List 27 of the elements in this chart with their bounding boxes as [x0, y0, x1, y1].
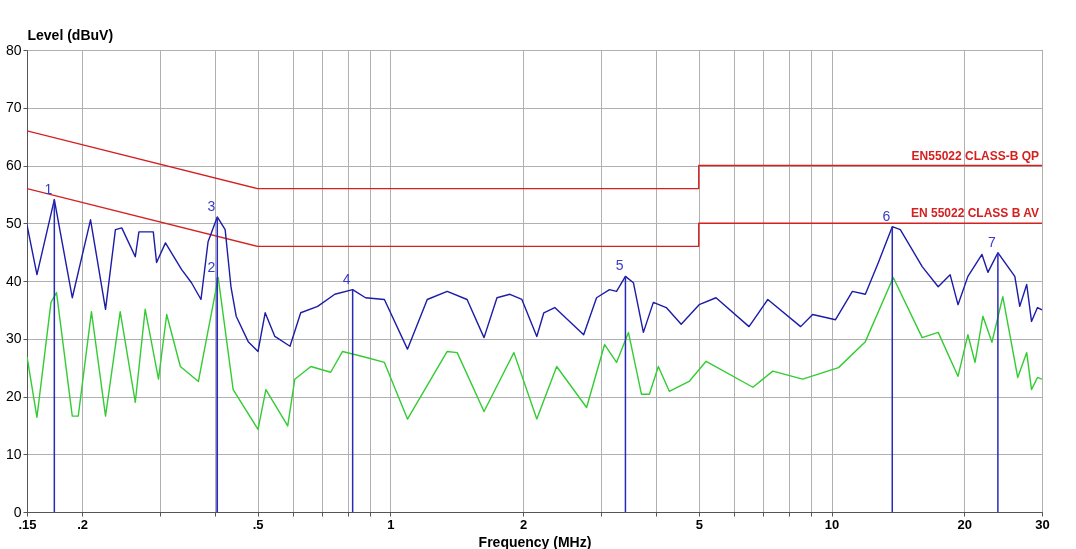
annotation: 4 — [342, 270, 351, 287]
y-tick-label: 20 — [5, 388, 22, 404]
y-tick-label: 80 — [5, 41, 22, 58]
x-tick-label: 5 — [695, 516, 703, 532]
x-tick-label: 1 — [387, 516, 395, 532]
x-tick-label: 2 — [520, 516, 528, 532]
y-tick-label: 50 — [5, 214, 22, 231]
y-tick-label: 60 — [5, 157, 22, 173]
annotation: 2 — [207, 258, 216, 275]
annotation: 7 — [988, 233, 997, 250]
annotation: 6 — [882, 207, 891, 224]
annotation: 5 — [615, 257, 624, 274]
annotation: 3 — [207, 197, 216, 214]
x-tick-label: .5 — [252, 516, 264, 532]
y-tick-label: 10 — [5, 445, 22, 462]
y-axis-title: Level (dBuV) — [27, 26, 114, 43]
y-tick-label: 70 — [5, 99, 22, 116]
series-label: EN55022 CLASS-B QP — [911, 148, 1039, 163]
x-tick-label: 30 — [1035, 516, 1050, 532]
y-tick-label: 40 — [5, 272, 22, 289]
x-axis-title: Frequency (MHz) — [478, 533, 592, 549]
x-tick-label: 20 — [957, 516, 973, 532]
annotation: 1 — [44, 180, 53, 197]
series-label: EN 55022 CLASS B AV — [910, 206, 1039, 221]
y-tick-label: 30 — [5, 330, 22, 347]
x-tick-label: .2 — [77, 516, 89, 532]
x-tick-label: 10 — [824, 516, 840, 532]
